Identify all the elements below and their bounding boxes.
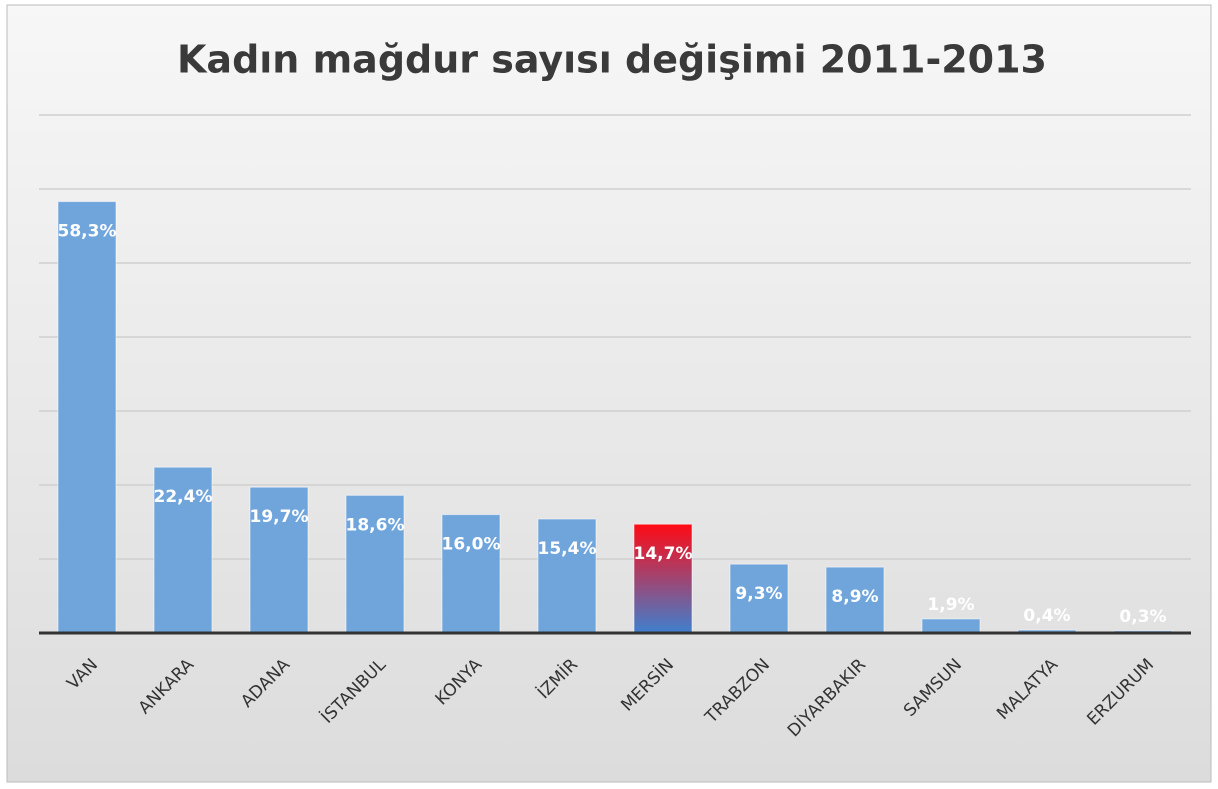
data-label: 58,3% xyxy=(58,222,117,242)
data-label: 8,9% xyxy=(831,587,878,607)
chart-title: Kadın mağdur sayısı değişimi 2011-2013 xyxy=(177,38,1047,82)
bar xyxy=(633,523,693,634)
data-label: 15,4% xyxy=(538,539,597,559)
bar xyxy=(345,494,405,634)
data-label: 19,7% xyxy=(250,507,309,527)
data-label: 9,3% xyxy=(735,584,782,604)
bar xyxy=(249,486,309,634)
bar xyxy=(441,514,501,634)
data-label: 1,9% xyxy=(927,595,974,615)
data-label: 0,4% xyxy=(1023,606,1070,626)
bar xyxy=(825,566,885,634)
data-label: 22,4% xyxy=(154,487,213,507)
chart-background xyxy=(6,4,1212,783)
bar xyxy=(153,466,213,634)
data-label: 18,6% xyxy=(346,515,405,535)
data-label: 0,3% xyxy=(1119,607,1166,627)
data-label: 14,7% xyxy=(634,544,693,564)
bar xyxy=(57,201,117,634)
bar xyxy=(921,618,981,634)
data-label: 16,0% xyxy=(442,535,501,555)
bar xyxy=(537,518,597,634)
